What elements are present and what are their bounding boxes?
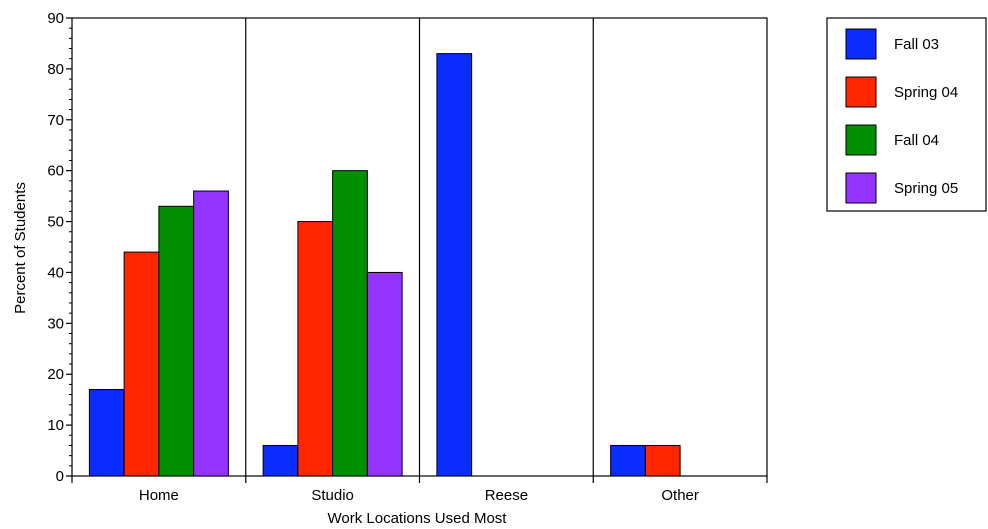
bar [436,53,473,477]
x-axis-title: Work Locations Used Most [328,510,508,527]
legend-swatch [845,172,877,204]
legend-swatch [845,124,877,156]
y-tick-label: 20 [47,366,64,383]
y-tick-label: 50 [47,214,64,231]
legend-label: Fall 03 [894,36,939,53]
x-tick-label: Other [661,487,699,504]
y-axis-title: Percent of Students [12,182,29,314]
y-tick-label: 0 [56,468,64,485]
y-tick-label: 10 [47,417,64,434]
bar [158,205,195,477]
bars [88,53,681,477]
legend: Fall 03 Spring 04 Fall 04 Spring 05 [826,17,987,212]
y-tick-label: 80 [47,61,64,78]
legend-swatch [845,28,877,60]
x-tick-label: Home [139,487,179,504]
y-tick-label: 40 [47,264,64,281]
legend-label: Spring 04 [894,84,958,101]
y-tick-label: 70 [47,112,64,129]
legend-label: Fall 04 [894,132,939,149]
bar [262,444,299,477]
y-tick-label: 30 [47,315,64,332]
y-axis: 0 10 20 30 40 50 60 70 80 90 [47,10,72,485]
bar [610,444,646,477]
bar [366,271,403,477]
bar [193,190,229,477]
y-tick-label: 60 [47,163,64,180]
legend-label: Spring 05 [894,180,958,197]
bar [332,170,368,477]
bar [88,388,125,477]
x-tick-label: Studio [311,487,354,504]
x-axis: Home Studio Reese Other [71,476,768,504]
bar [297,221,334,477]
y-tick-label: 90 [47,10,64,27]
bar [644,444,681,477]
bar [123,251,160,477]
x-tick-label: Reese [485,487,528,504]
legend-swatch [845,76,877,108]
